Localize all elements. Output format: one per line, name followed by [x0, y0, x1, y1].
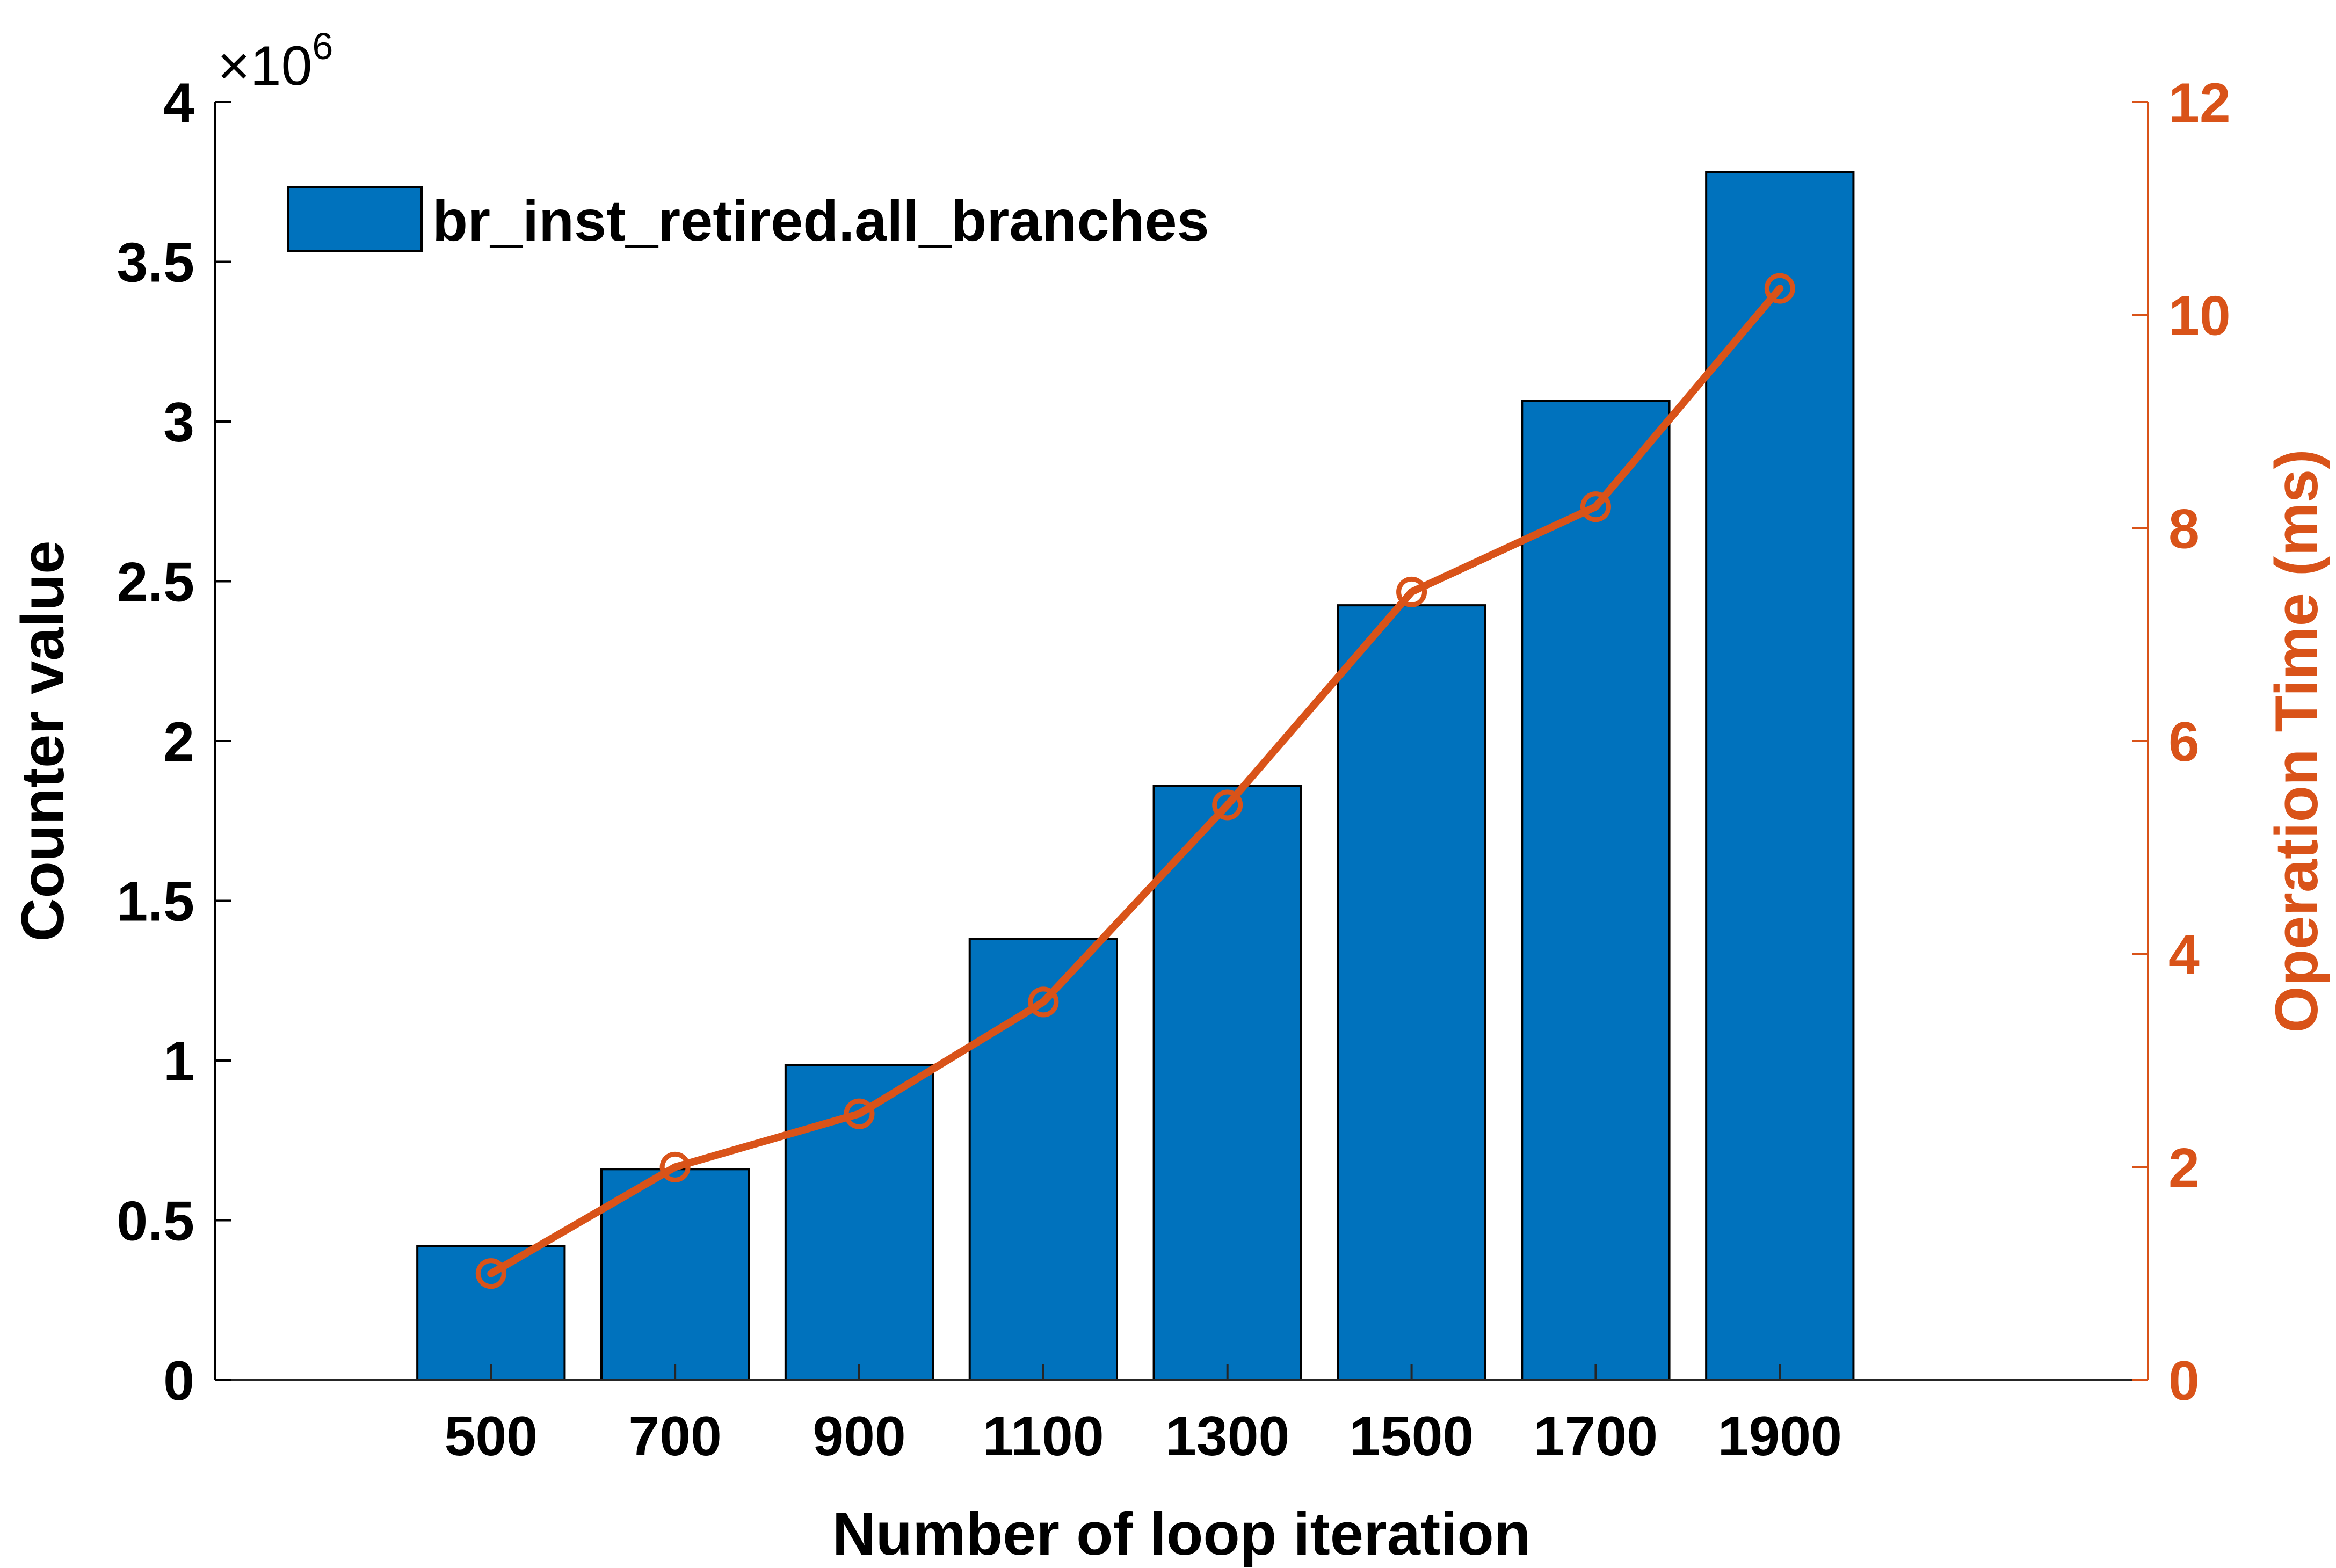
- y-right-tick-label: 8: [2168, 498, 2200, 560]
- x-tick-label: 1700: [1534, 1405, 1658, 1468]
- legend-swatch: [287, 186, 423, 252]
- y-left-tick-label: 2: [163, 711, 194, 773]
- y-right-tick-label: 2: [2168, 1137, 2200, 1199]
- y-left-tick-label: 3.5: [117, 232, 194, 294]
- data-point: [659, 1151, 691, 1182]
- y-left-tick-label: 3: [163, 391, 194, 454]
- series-line: [487, 285, 1784, 1277]
- y-right-tick-label: 6: [2168, 711, 2200, 773]
- y-right-tick-label: 12: [2168, 72, 2231, 134]
- y-axis-exponent: ×106: [217, 25, 333, 97]
- y-left-tick-label: 4: [163, 72, 194, 134]
- data-point: [844, 1098, 875, 1129]
- y-left-tick-label: 0: [163, 1350, 194, 1412]
- data-point: [1396, 576, 1427, 607]
- x-tick-label: 900: [812, 1405, 906, 1468]
- y-left-tick-label: 0.5: [117, 1190, 194, 1253]
- bar: [1521, 400, 1671, 1382]
- bars-layer: [416, 171, 1855, 1382]
- bar: [1705, 171, 1855, 1382]
- y-right-tick-label: 4: [2168, 924, 2200, 986]
- data-point: [1580, 491, 1611, 522]
- bar: [1152, 785, 1302, 1381]
- x-tick-label: 1300: [1165, 1405, 1289, 1468]
- bar: [784, 1064, 934, 1382]
- x-tick-label: 500: [445, 1405, 538, 1468]
- line-layer: [475, 273, 1795, 1289]
- x-tick-label: 1500: [1350, 1405, 1474, 1468]
- x-axis-label: Number of loop iteration: [832, 1500, 1530, 1567]
- y-axis-right-label: Operation Time (ms): [2263, 449, 2330, 1033]
- legend: br_inst_retired.all_branches: [287, 186, 1209, 253]
- y-axis-left-label: Counter value: [9, 541, 76, 942]
- x-tick-label: 700: [628, 1405, 722, 1468]
- bar: [416, 1245, 566, 1382]
- x-tick-label: 1900: [1718, 1405, 1842, 1468]
- y-right-tick-label: 10: [2168, 285, 2231, 347]
- bar: [1337, 604, 1486, 1381]
- y-left-tick-label: 2.5: [117, 551, 194, 614]
- data-point: [475, 1258, 506, 1289]
- ticks-layer: 0 0.5 1 1.5 2 2.5 3 3.5 4 0 2 4 6 8 10 12 500 700 900 1100 1…: [117, 72, 2230, 1468]
- y-left-tick-label: 1: [163, 1030, 194, 1093]
- y-left-tick-label: 1.5: [117, 871, 194, 933]
- y-right-tick-label: 0: [2168, 1350, 2200, 1412]
- data-point: [1212, 789, 1243, 821]
- x-tick-label: 1100: [983, 1405, 1104, 1468]
- data-point: [1028, 986, 1059, 1018]
- data-point: [1764, 273, 1795, 304]
- legend-label: br_inst_retired.all_branches: [432, 188, 1209, 253]
